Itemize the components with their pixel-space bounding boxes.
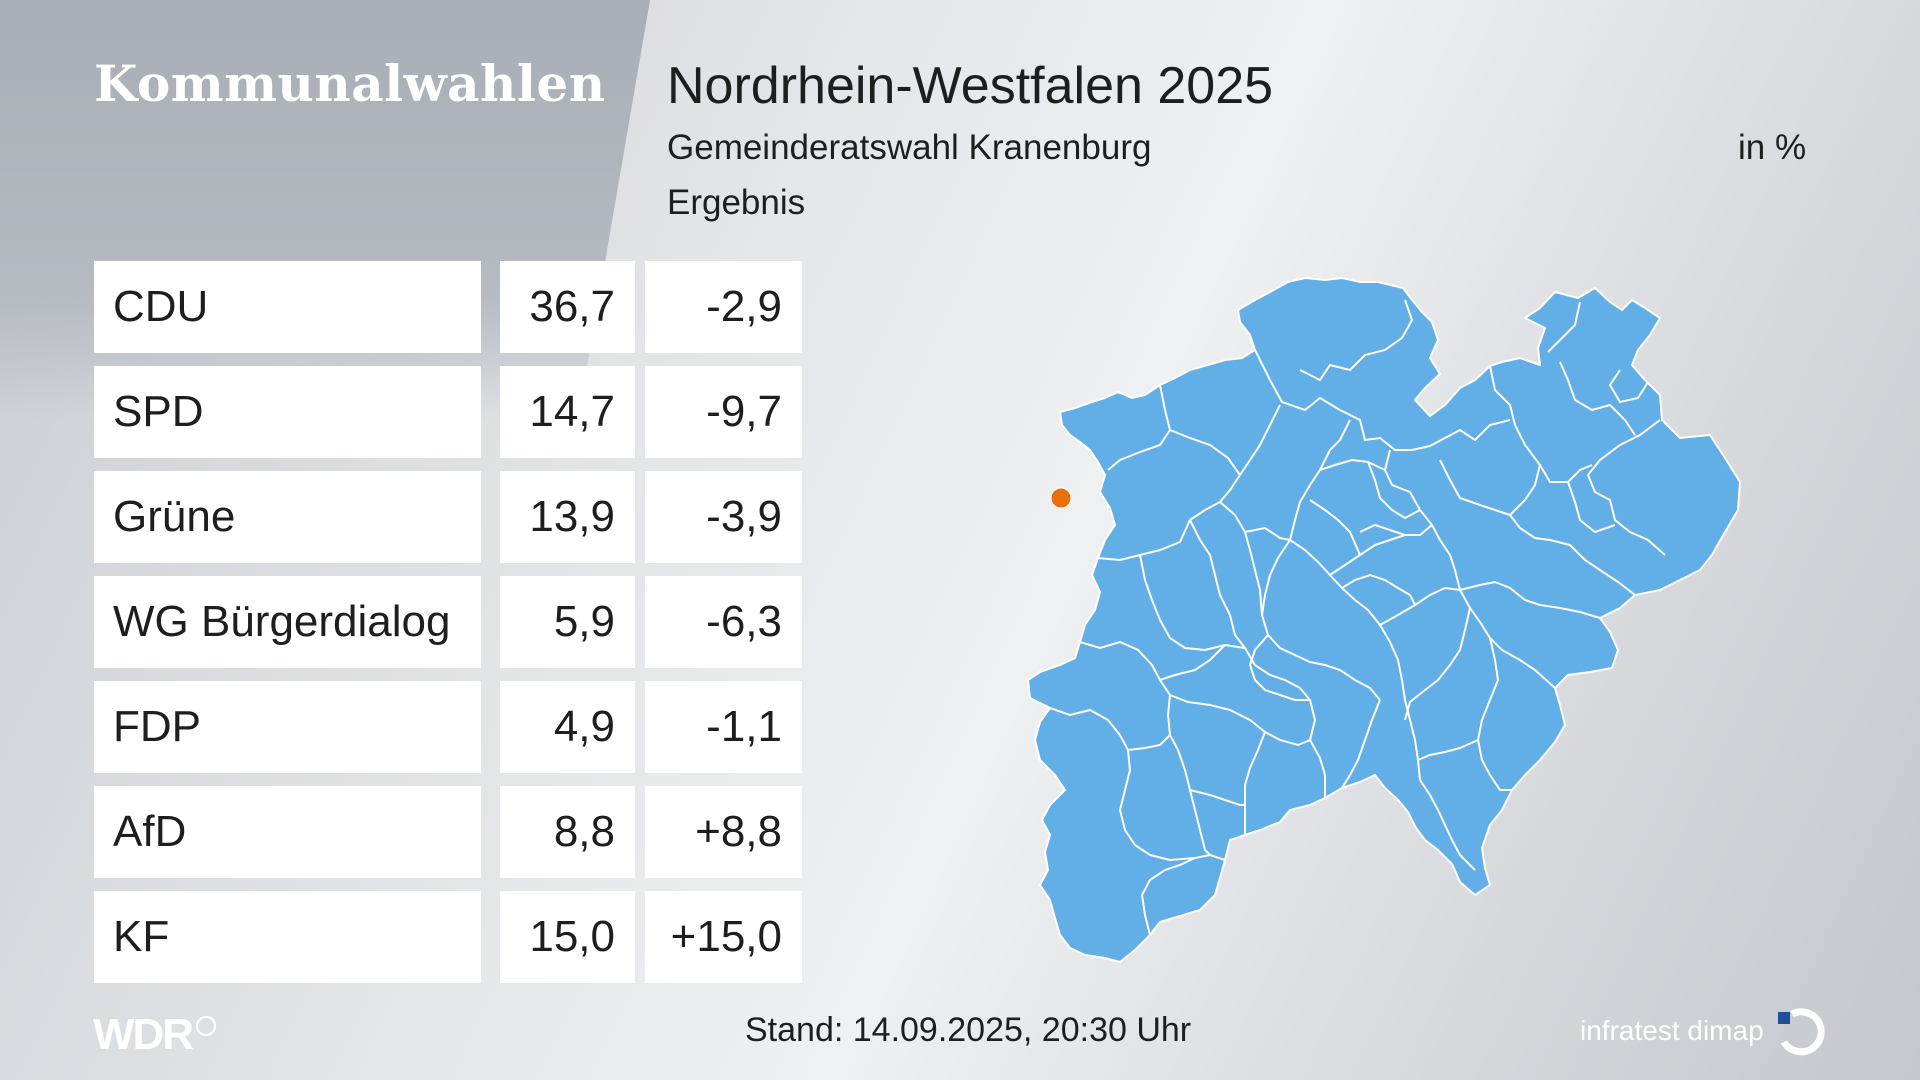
nrw-state-shape bbox=[1026, 276, 1742, 964]
party-name: Grüne bbox=[94, 471, 481, 563]
brand-title: Kommunalwahlen bbox=[94, 54, 606, 113]
party-diff: -2,9 bbox=[645, 261, 802, 353]
table-row: SPD 14,7 -9,7 bbox=[94, 366, 802, 458]
unit-label: in % bbox=[1738, 128, 1807, 167]
registered-icon bbox=[196, 1016, 217, 1036]
party-diff: -3,9 bbox=[645, 471, 802, 563]
district-borders bbox=[1049, 299, 1666, 936]
party-name: AfD bbox=[94, 786, 481, 878]
subtitle-result: Ergebnis bbox=[667, 183, 806, 222]
party-value: 14,7 bbox=[500, 366, 635, 458]
table-row: WG Bürgerdialog 5,9 -6,3 bbox=[94, 576, 802, 668]
party-name: KF bbox=[94, 891, 481, 983]
wdr-logo-text: WDR bbox=[93, 1010, 194, 1059]
table-row: KF 15,0 +15,0 bbox=[94, 891, 802, 983]
party-name: FDP bbox=[94, 681, 481, 773]
party-value: 4,9 bbox=[500, 681, 635, 773]
subtitle: Gemeinderatswahl Kranenburg bbox=[667, 128, 1152, 167]
party-value: 8,8 bbox=[500, 786, 635, 878]
table-row: Grüne 13,9 -3,9 bbox=[94, 471, 802, 563]
nrw-map bbox=[1026, 276, 1742, 964]
source-label: infratest dimap bbox=[1580, 1015, 1764, 1046]
party-name: CDU bbox=[94, 261, 481, 353]
wdr-logo: WDR bbox=[93, 1010, 217, 1060]
party-value: 36,7 bbox=[500, 261, 635, 353]
page-title: Nordrhein-Westfalen 2025 bbox=[667, 57, 1274, 115]
timestamp: Stand: 14.09.2025, 20:30 Uhr bbox=[745, 1011, 1192, 1049]
party-diff: +8,8 bbox=[645, 786, 802, 878]
table-row: AfD 8,8 +8,8 bbox=[94, 786, 802, 878]
party-name: SPD bbox=[94, 366, 481, 458]
party-diff: -9,7 bbox=[645, 366, 802, 458]
infratest-logo-icon bbox=[1778, 1008, 1825, 1056]
party-name: WG Bürgerdialog bbox=[94, 576, 481, 668]
party-value: 13,9 bbox=[500, 471, 635, 563]
party-value: 15,0 bbox=[500, 891, 635, 983]
party-diff: -1,1 bbox=[645, 681, 802, 773]
table-row: CDU 36,7 -2,9 bbox=[94, 261, 802, 353]
location-marker bbox=[1050, 487, 1072, 509]
party-diff: +15,0 bbox=[645, 891, 802, 983]
party-diff: -6,3 bbox=[645, 576, 802, 668]
party-value: 5,9 bbox=[500, 576, 635, 668]
table-row: FDP 4,9 -1,1 bbox=[94, 681, 802, 773]
